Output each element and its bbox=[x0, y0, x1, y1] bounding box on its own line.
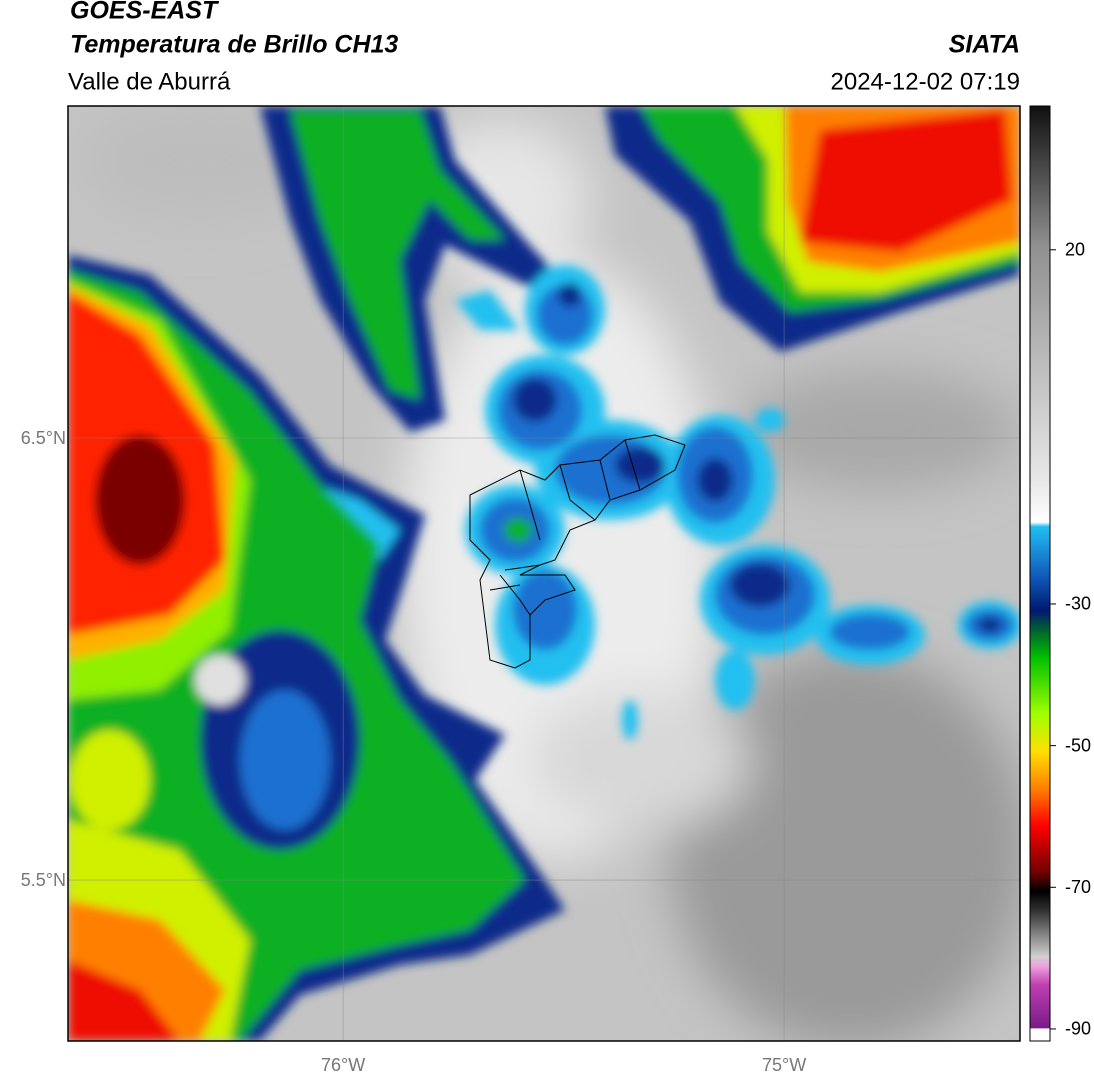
map-field bbox=[68, 106, 1020, 1041]
lat-tick-label: 6.5°N bbox=[21, 428, 66, 448]
region: Valle de Aburrá bbox=[68, 68, 231, 95]
municipal-boundaries bbox=[469, 434, 686, 669]
cold-clouds bbox=[68, 106, 1020, 1041]
colorbar-ramp bbox=[1029, 105, 1051, 1042]
lat-tick-label: 5.5°N bbox=[21, 870, 66, 890]
colorbar-tick-label: 20 bbox=[1065, 240, 1085, 260]
header: GOES-EAST Temperatura de Brillo CH13 Val… bbox=[68, 0, 1020, 95]
source: SIATA bbox=[949, 31, 1020, 59]
subtitle: Temperatura de Brillo CH13 bbox=[70, 31, 398, 59]
datetime: 2024-12-02 07:19 bbox=[831, 68, 1021, 95]
title: GOES-EAST bbox=[70, 0, 220, 25]
colorbar-ticks: 20 -30 -50 -70 -90 bbox=[1050, 240, 1091, 1039]
axis-ticks: 6.5°N 5.5°N 76°W 75°W bbox=[21, 428, 806, 1075]
map-frame bbox=[67, 105, 1021, 1042]
colorbar-tick-label: -50 bbox=[1065, 735, 1091, 755]
colorbar-tick-label: -30 bbox=[1065, 594, 1091, 614]
colorbar-tick-label: -90 bbox=[1065, 1019, 1091, 1039]
graticule bbox=[68, 106, 1020, 1041]
colorbar-tick-label: -70 bbox=[1065, 877, 1091, 897]
colorbar: 20 -30 -50 -70 -90 bbox=[1029, 105, 1091, 1042]
lon-tick-label: 75°W bbox=[762, 1055, 806, 1075]
lon-tick-label: 76°W bbox=[321, 1055, 365, 1075]
